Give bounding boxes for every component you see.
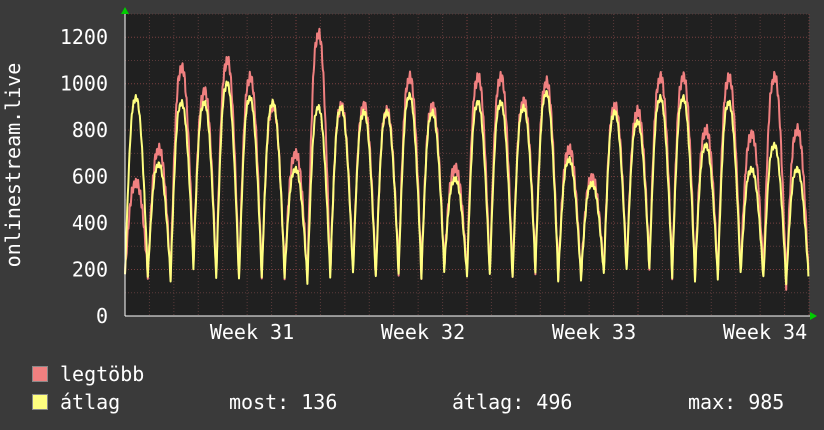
- y-tick-label: 1200: [60, 25, 108, 49]
- y-axis-label: onlinestream.live: [1, 63, 25, 268]
- y-tick-label: 800: [72, 118, 108, 142]
- y-axis-arrow: [121, 7, 129, 14]
- y-tick-label: 0: [96, 304, 108, 328]
- x-tick-label: Week 34: [723, 320, 807, 344]
- x-tick-label: Week 33: [552, 320, 636, 344]
- x-tick-label: Week 31: [210, 320, 294, 344]
- y-tick-label: 600: [72, 165, 108, 189]
- y-tick-label: 400: [72, 211, 108, 235]
- y-ticks: 0 200 400 600 800 1000 1200: [60, 25, 108, 328]
- x-tick-label: Week 32: [381, 320, 465, 344]
- y-tick-label: 200: [72, 258, 108, 282]
- x-ticks: Week 31 Week 32 Week 33 Week 34: [210, 320, 807, 344]
- axes: [121, 7, 817, 320]
- series-layer: [124, 27, 810, 291]
- x-axis-arrow: [810, 312, 817, 320]
- series-line-avg: [124, 80, 810, 286]
- y-tick-label: 1000: [60, 72, 108, 96]
